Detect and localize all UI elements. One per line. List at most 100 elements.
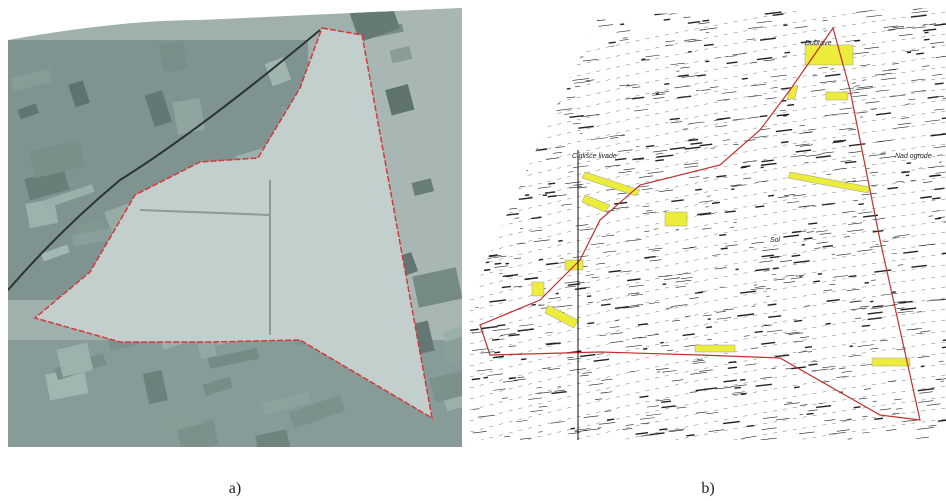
texture: [901, 172, 909, 173]
texture: [566, 22, 571, 23]
texture: [512, 106, 524, 107]
texture: [495, 202, 506, 203]
texture: [502, 165, 512, 166]
texture: [818, 274, 822, 275]
texture: [551, 95, 558, 96]
map-label: Dubrave: [805, 40, 832, 47]
parcel: [826, 92, 848, 100]
texture: [586, 35, 591, 36]
texture: [735, 387, 741, 388]
texture: [558, 241, 562, 242]
texture: [522, 22, 537, 24]
texture: [486, 82, 500, 84]
texture: [903, 440, 912, 441]
texture: [684, 440, 693, 441]
parcel: [532, 282, 544, 296]
texture: [607, 419, 614, 420]
texture: [689, 9, 705, 11]
texture: [480, 106, 489, 107]
texture: [525, 109, 533, 110]
texture: [693, 443, 706, 445]
texture: [719, 235, 726, 236]
texture: [548, 183, 555, 184]
texture: [787, 105, 794, 106]
texture: [537, 445, 544, 446]
texture: [686, 435, 694, 436]
texture: [781, 142, 788, 143]
texture: [826, 323, 831, 324]
texture: [488, 133, 497, 134]
texture: [515, 9, 522, 10]
texture: [159, 41, 188, 73]
texture: [849, 276, 857, 277]
texture: [924, 39, 930, 40]
texture: [908, 6, 921, 8]
texture: [375, 0, 427, 1]
texture: [541, 105, 553, 106]
texture: [526, 61, 538, 62]
texture: [855, 441, 867, 442]
texture: [610, 7, 617, 8]
texture: [497, 177, 508, 178]
texture: [524, 83, 530, 84]
texture: [794, 320, 802, 321]
parcel: [665, 212, 687, 226]
texture: [587, 296, 591, 297]
texture: [564, 20, 574, 21]
texture: [740, 379, 745, 380]
texture: [797, 8, 812, 10]
texture: [916, 53, 924, 54]
texture: [794, 387, 800, 388]
texture: [514, 35, 529, 37]
texture: [475, 155, 479, 156]
texture: [525, 58, 533, 59]
texture: [521, 359, 526, 360]
texture: [501, 34, 517, 36]
texture: [544, 30, 554, 31]
texture: [490, 109, 496, 110]
map-label: Sol: [770, 237, 781, 244]
texture: [530, 21, 538, 22]
caption: a): [229, 480, 241, 497]
texture: [507, 173, 512, 174]
texture: [471, 144, 483, 145]
texture: [492, 121, 505, 123]
texture: [482, 54, 492, 55]
texture: [728, 362, 736, 363]
texture: [519, 142, 534, 144]
texture: [521, 114, 532, 115]
texture: [807, 413, 814, 414]
texture: [932, 198, 940, 199]
parcel: [695, 345, 735, 352]
map-label: Nad ogrode: [895, 153, 932, 160]
texture: [480, 151, 491, 152]
texture: [695, 189, 702, 190]
aerial-photo: [8, 0, 499, 460]
texture: [526, 279, 531, 280]
texture: [785, 52, 790, 53]
texture: [865, 283, 869, 284]
caption: b): [701, 480, 714, 497]
texture: [840, 7, 857, 9]
texture: [489, 41, 501, 42]
texture: [522, 127, 537, 129]
texture: [503, 95, 514, 96]
texture: [721, 248, 728, 249]
texture: [506, 276, 513, 277]
texture: [571, 428, 575, 429]
texture: [562, 11, 567, 12]
texture: [742, 78, 748, 79]
figure-svg: Dubrave Ciglišće livade Nad ogrode Sol a…: [0, 0, 946, 501]
texture: [487, 205, 503, 207]
texture: [483, 377, 488, 378]
texture: [562, 32, 575, 34]
texture: [587, 323, 594, 324]
texture: [495, 263, 502, 264]
texture: [544, 69, 556, 70]
texture: [532, 305, 536, 306]
texture: [515, 58, 525, 59]
texture: [531, 40, 548, 42]
parcel: [805, 45, 853, 65]
texture: [859, 204, 864, 205]
texture: [609, 42, 616, 43]
